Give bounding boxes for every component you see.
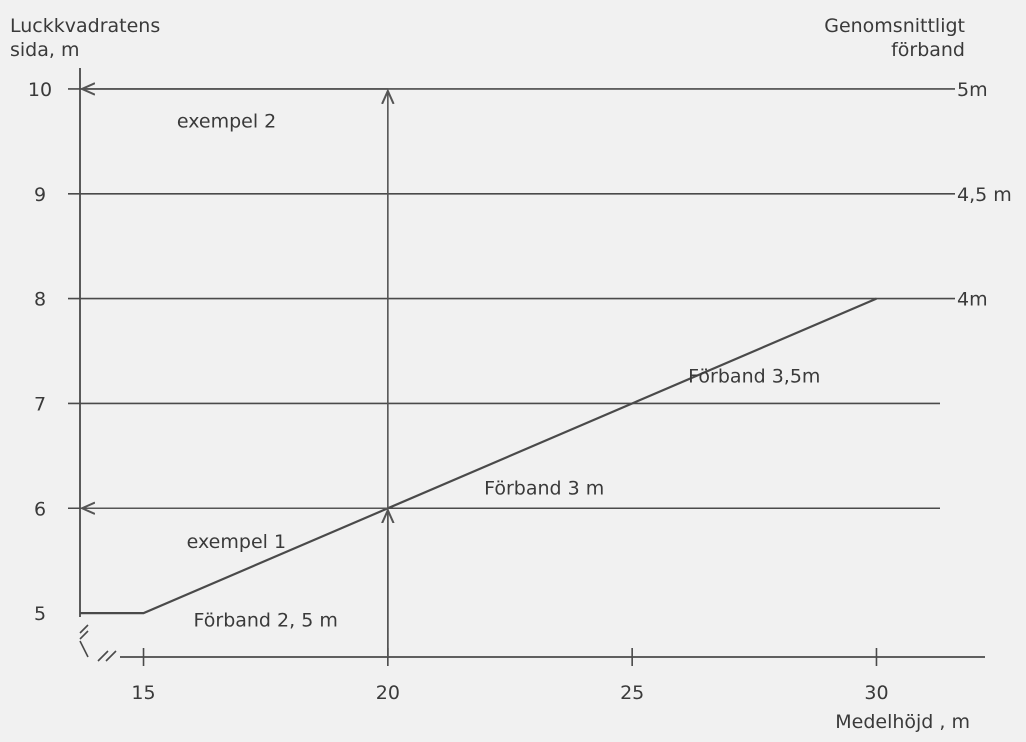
x-tick-label-30: 30 (864, 682, 888, 704)
y-tick-label-7: 7 (34, 393, 46, 415)
right-axis-title-line-1: Genomsnittligt (824, 15, 965, 37)
right-label-3: 4,5 m (957, 184, 1012, 206)
y-tick-label-8: 8 (34, 289, 46, 311)
y-axis-title-line-1: Luckkvadratens (10, 15, 160, 37)
annotation-1: Förband 3 m (484, 478, 604, 500)
annotation-3: exempel 1 (187, 531, 286, 553)
y-tick-label-6: 6 (34, 498, 46, 520)
axis-break-mark-y (79, 624, 89, 640)
axes (79, 68, 985, 666)
series-layer (79, 297, 877, 615)
x-tick-label-15: 15 (131, 682, 155, 704)
annotation-4: exempel 2 (177, 111, 276, 133)
x-axis-title: Medelhöjd , m (835, 711, 970, 733)
x-tick-label-20: 20 (376, 682, 400, 704)
y-tick-label-9: 9 (34, 184, 46, 206)
y-axis-title-line-2: sida, m (10, 39, 79, 61)
x-tick-label-25: 25 (620, 682, 644, 704)
right-label-2: 4m (957, 289, 988, 311)
series-line-0 (80, 297, 877, 615)
example-arrows (82, 89, 388, 657)
label-layer: 4m 4,5 m 5m 15 20 25 30 5 6 7 8 9 10 Förband 2, 5 m Fö… (28, 79, 1012, 704)
right-axis-title-line-2: förband (891, 39, 965, 61)
y-tick-label-5: 5 (34, 603, 46, 625)
gridlines (68, 88, 955, 510)
annotation-2: Förband 3,5m (688, 365, 820, 387)
axis-break-mark-x (79, 640, 117, 662)
right-label-4: 5m (957, 79, 988, 101)
y-tick-label-10: 10 (28, 79, 52, 101)
annotation-0: Förband 2, 5 m (194, 610, 338, 632)
